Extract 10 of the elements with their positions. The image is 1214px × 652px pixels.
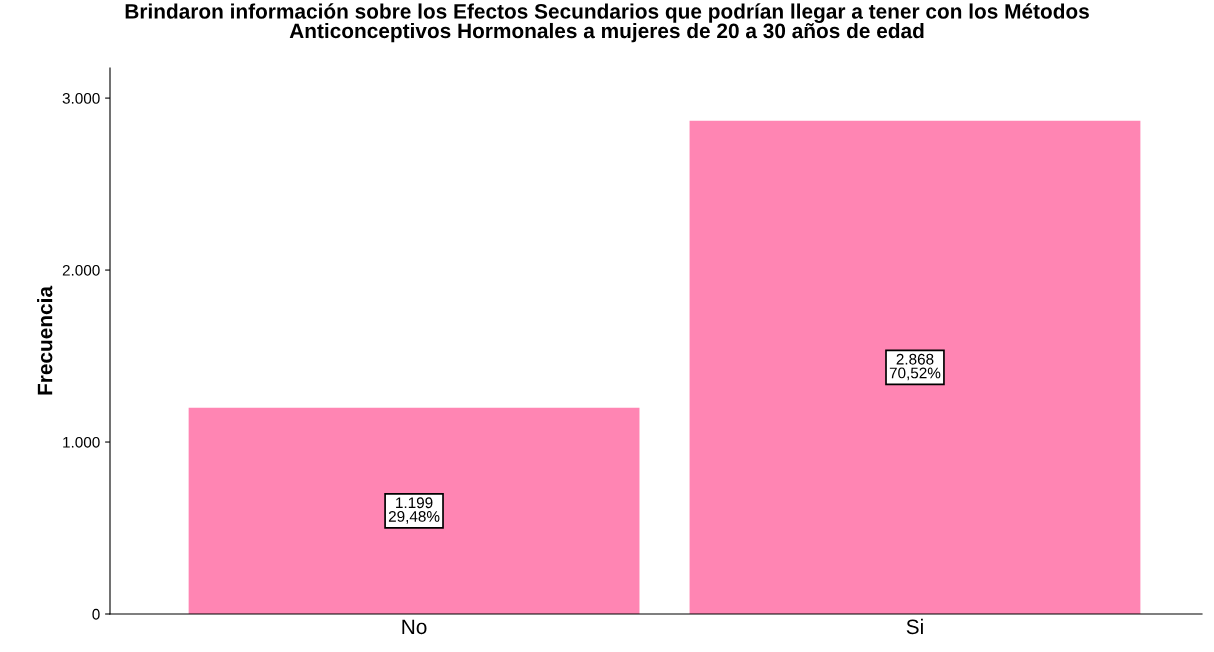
y-axis-title: Frecuencia [37,285,53,395]
y-tick-label: 3.000 [62,92,100,104]
chart-title: Brindaron información sobre los Efectos Secundarios que podrían llegar a tener con los Métodos Anticonceptivos Hormonales a mujeres de 20 a 30 años de edad [125,3,1089,43]
data-label: 1.199 29,48% [388,497,440,524]
y-tick-label: 0 [92,608,100,620]
x-tick-label: Si [906,618,923,635]
data-label: 2.868 70,52% [889,353,941,381]
x-tick-label: No [402,619,427,635]
y-tick-label: 2.000 [62,264,100,276]
y-tick-label: 1.000 [63,436,100,448]
